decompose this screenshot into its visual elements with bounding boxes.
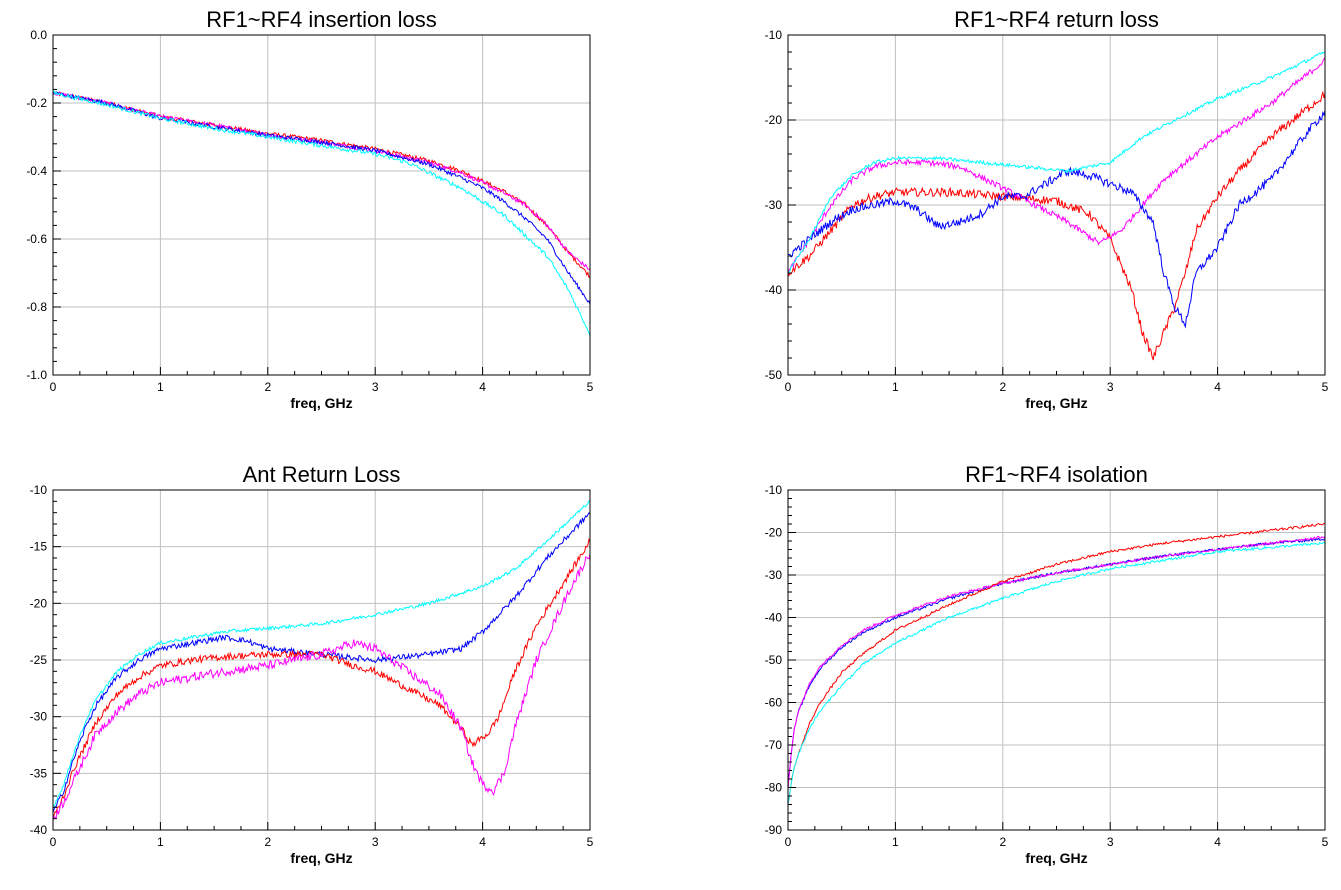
y-tick-label: -35 [30, 766, 48, 780]
series-line-4 [788, 541, 1325, 805]
y-tick-label: -0.2 [26, 96, 47, 110]
y-tick-label: -80 [765, 781, 783, 795]
x-tick-label: 0 [50, 380, 57, 394]
y-tick-label: -60 [765, 696, 783, 710]
x-tick-label: 1 [892, 835, 899, 849]
chart-title: RF1~RF4 isolation [965, 462, 1148, 487]
series-line-2 [788, 57, 1325, 276]
x-tick-label: 3 [1107, 835, 1114, 849]
y-tick-label: -50 [765, 653, 783, 667]
y-tick-label: -30 [765, 198, 783, 212]
series-line-3 [53, 538, 590, 819]
x-axis-label: freq, GHz [1025, 850, 1087, 866]
x-tick-label: 2 [999, 380, 1006, 394]
y-tick-label: -40 [30, 823, 48, 837]
chart-panel-4: RF1~RF4 isolation 0 1 2 3 4 5 -90 -80 -70 -60 -50 -4… [765, 462, 1329, 866]
x-tick-label: 5 [587, 835, 594, 849]
y-tick-label: -0.8 [26, 300, 47, 314]
x-tick-label: 5 [1322, 380, 1329, 394]
plot-frame [52, 34, 591, 376]
y-tick-label: -50 [765, 368, 783, 382]
series-line-1 [53, 90, 590, 279]
y-tick-label: -90 [765, 823, 783, 837]
series-line-3 [53, 91, 590, 305]
x-tick-label: 0 [50, 835, 57, 849]
series-group [788, 51, 1325, 361]
series-group [788, 522, 1325, 805]
series-line-1 [788, 537, 1325, 789]
y-tick-label: -15 [30, 540, 48, 554]
x-axis-label: freq, GHz [290, 850, 352, 866]
chart-title: RF1~RF4 insertion loss [206, 7, 436, 32]
x-tick-label: 4 [1214, 835, 1221, 849]
x-tick-label: 4 [479, 835, 486, 849]
x-tick-label: 4 [1214, 380, 1221, 394]
series-line-2 [53, 90, 590, 270]
x-tick-label: 2 [264, 835, 271, 849]
series-line-4 [53, 90, 590, 337]
x-tick-label: 0 [785, 835, 792, 849]
y-tick-label: 0.0 [30, 28, 47, 42]
x-tick-label: 3 [372, 380, 379, 394]
x-tick-label: 0 [785, 380, 792, 394]
series-group [53, 500, 590, 821]
y-tick-label: -30 [30, 710, 48, 724]
x-axis-label: freq, GHz [1025, 395, 1087, 411]
series-line-4 [788, 51, 1325, 274]
y-tick-label: -40 [765, 283, 783, 297]
y-tick-label: -30 [765, 568, 783, 582]
y-tick-label: -70 [765, 738, 783, 752]
y-tick-label: -20 [765, 526, 783, 540]
y-tick-label: -10 [30, 483, 48, 497]
series-line-1 [53, 500, 590, 808]
y-tick-label: -40 [765, 611, 783, 625]
y-tick-label: -1.0 [26, 368, 47, 382]
series-line-1 [788, 90, 1325, 361]
x-tick-label: 2 [264, 380, 271, 394]
x-tick-label: 1 [157, 380, 164, 394]
series-line-4 [53, 553, 590, 821]
series-group [53, 90, 590, 337]
chart-panel-3: Ant Return Loss 0 1 2 3 4 5 -40 -35 -30 -25 -20 -15 -… [30, 462, 594, 866]
y-tick-label: -10 [765, 483, 783, 497]
y-tick-label: -20 [30, 596, 48, 610]
series-line-2 [788, 535, 1325, 789]
series-line-3 [788, 109, 1325, 329]
chart-title: RF1~RF4 return loss [954, 7, 1159, 32]
x-tick-label: 3 [372, 835, 379, 849]
series-line-3 [788, 522, 1325, 804]
x-tick-label: 5 [1322, 835, 1329, 849]
chart-title: Ant Return Loss [243, 462, 401, 487]
y-tick-label: -10 [765, 28, 783, 42]
x-tick-label: 4 [479, 380, 486, 394]
x-tick-label: 1 [892, 380, 899, 394]
x-tick-label: 2 [999, 835, 1006, 849]
series-line-2 [53, 512, 590, 813]
y-tick-label: -0.6 [26, 232, 47, 246]
chart-panel-1: RF1~RF4 insertion loss 0 1 2 3 4 5 -1.0 -0.8 -0.6… [26, 7, 593, 411]
y-tick-label: -0.4 [26, 164, 47, 178]
y-tick-label: -25 [30, 653, 48, 667]
x-tick-label: 1 [157, 835, 164, 849]
x-tick-label: 3 [1107, 380, 1114, 394]
x-tick-label: 5 [587, 380, 594, 394]
x-axis-label: freq, GHz [290, 395, 352, 411]
chart-panel-2: RF1~RF4 return loss 0 1 2 3 4 5 -50 -40 -30 -20 -10… [765, 7, 1329, 411]
y-tick-label: -20 [765, 113, 783, 127]
